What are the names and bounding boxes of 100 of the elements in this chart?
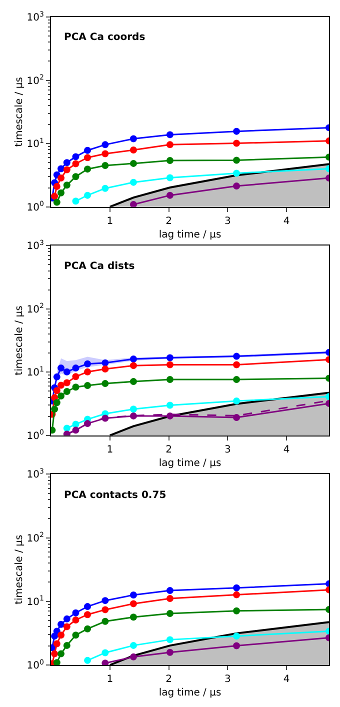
y-tick-label: 10$^{1}$ [26,594,44,608]
point [58,650,65,658]
point [130,653,137,660]
y-tick-label: 10$^{0}$ [26,200,44,214]
point [84,154,92,162]
point [166,141,174,148]
point [130,362,137,370]
point [58,620,65,628]
point [233,642,240,650]
y-axis-title: timescale / μs [14,77,25,147]
point [166,610,174,618]
text: PCA Ca dists [64,261,135,272]
point [72,198,80,205]
point [102,660,109,665]
y-tick-label: 10$^{0}$ [26,658,44,672]
point [53,198,60,206]
point [63,368,70,376]
point [102,380,109,388]
point [72,609,80,616]
text: PCA contacts 0.75 [64,490,166,501]
point [130,600,137,608]
point [84,166,92,173]
point [51,192,58,200]
y-tick-label: 10$^{3}$ [26,467,44,481]
point [233,397,240,404]
point [102,150,109,158]
point [102,366,109,373]
y-tick-label: 10$^{1}$ [26,136,44,150]
point [102,618,109,625]
point [58,165,65,172]
point [233,140,240,147]
point [84,192,92,199]
point [102,141,109,148]
point [130,614,137,621]
point [63,424,70,432]
point [53,373,60,380]
y-tick-label: 10$^{3}$ [26,238,44,252]
point [166,131,174,138]
point [63,615,70,622]
point [233,128,240,135]
x-tick-label: 4 [283,674,290,685]
point [233,182,240,190]
x-tick-label: 3 [224,674,231,685]
x-tick-label: 4 [283,216,290,227]
point [102,606,109,614]
point [130,146,137,154]
point [102,649,109,656]
point [72,364,80,372]
point [84,146,92,154]
point [102,162,109,169]
point [166,174,174,182]
point [84,611,92,618]
point [130,412,137,420]
text: PCA Ca coords [64,32,146,43]
point [102,597,109,604]
x-tick-label: 2 [166,444,172,456]
point [166,595,174,602]
x-tick-label: 2 [166,674,172,685]
point [130,356,137,363]
y-axis-title: timescale / μs [14,534,25,604]
point [166,354,174,362]
x-tick-label: 1 [106,216,114,227]
x-tick-label: 3 [224,444,231,456]
y-tick-label: 10$^{2}$ [26,531,44,544]
point [72,160,80,168]
x-axis-title: lag time / μs [158,229,222,240]
point [166,412,174,420]
point [233,170,240,177]
point [130,178,137,186]
point [166,361,174,368]
point [233,156,240,164]
point [51,650,58,658]
x-tick-label: 1 [106,674,114,685]
point [166,587,174,594]
point [84,625,92,632]
point [63,642,70,649]
point [63,379,70,386]
point [63,623,70,630]
point [233,352,240,360]
point [166,636,174,644]
point [84,656,92,664]
x-axis-title: lag time / μs [158,688,222,698]
point [233,361,240,368]
point [166,376,174,383]
point [233,591,240,598]
point [233,376,240,383]
point [130,200,137,207]
point [130,160,137,167]
point [233,584,240,592]
point [58,392,65,400]
x-tick-label: 2 [166,216,172,227]
point [84,603,92,610]
point [53,659,60,665]
point [53,399,60,406]
point [72,616,80,624]
y-tick-label: 10$^{2}$ [26,74,44,87]
point [63,166,70,174]
point [72,420,80,428]
point [72,384,80,391]
point [166,648,174,656]
